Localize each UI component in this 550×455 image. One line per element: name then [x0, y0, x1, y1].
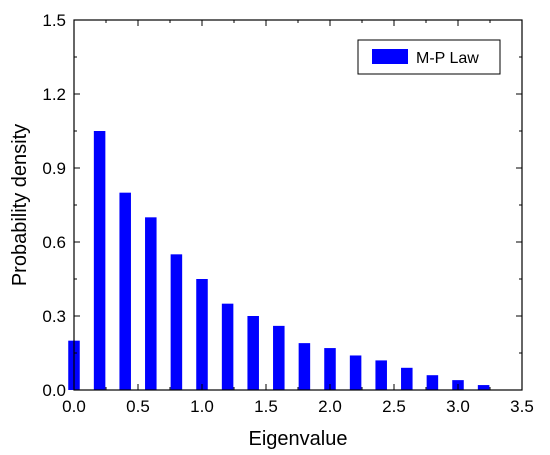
bar: [145, 217, 157, 390]
tick-labels-group: 0.0 0.5 1.0 1.5 2.0 2.5 3.0 3.5 0.0 0.3 0.6 0.9 1.2 1…: [42, 11, 533, 416]
x-tick-label: 1.0: [190, 397, 214, 416]
y-axis-title: Probability density: [9, 124, 31, 286]
x-tick-label: 2.0: [318, 397, 342, 416]
bar: [196, 279, 208, 390]
bar: [170, 254, 183, 390]
y-tick-label: 0.6: [42, 233, 66, 252]
y-tick-label: 0.3: [42, 307, 66, 326]
ticks-group: [73, 19, 523, 391]
bar: [375, 360, 387, 390]
bar: [426, 375, 439, 390]
bar: [273, 325, 285, 390]
bar: [298, 343, 311, 390]
y-tick-label: 0.0: [42, 381, 66, 400]
x-tick-label: 3.5: [510, 397, 534, 416]
x-tick-label: 1.5: [254, 397, 278, 416]
bar: [119, 192, 131, 390]
y-tick-label: 0.9: [42, 159, 66, 178]
x-tick-label: 2.5: [382, 397, 406, 416]
bar: [349, 355, 362, 390]
bar: [247, 316, 259, 390]
legend-label: M-P Law: [416, 50, 479, 67]
y-tick-label: 1.5: [42, 11, 66, 30]
bar: [324, 348, 336, 390]
legend-swatch: [372, 49, 408, 64]
y-tick-label: 1.2: [42, 85, 66, 104]
legend: M-P Law: [357, 39, 501, 75]
bar: [221, 303, 234, 390]
bar: [401, 367, 413, 390]
x-tick-label: 3.0: [446, 397, 470, 416]
x-axis-title: Eigenvalue: [249, 428, 348, 450]
x-tick-label: 0.5: [126, 397, 150, 416]
x-tick-label: 0.0: [62, 397, 86, 416]
bars-group: [68, 131, 490, 390]
bar: [93, 131, 106, 390]
bar: [477, 385, 490, 390]
plot-frame: [73, 19, 523, 391]
